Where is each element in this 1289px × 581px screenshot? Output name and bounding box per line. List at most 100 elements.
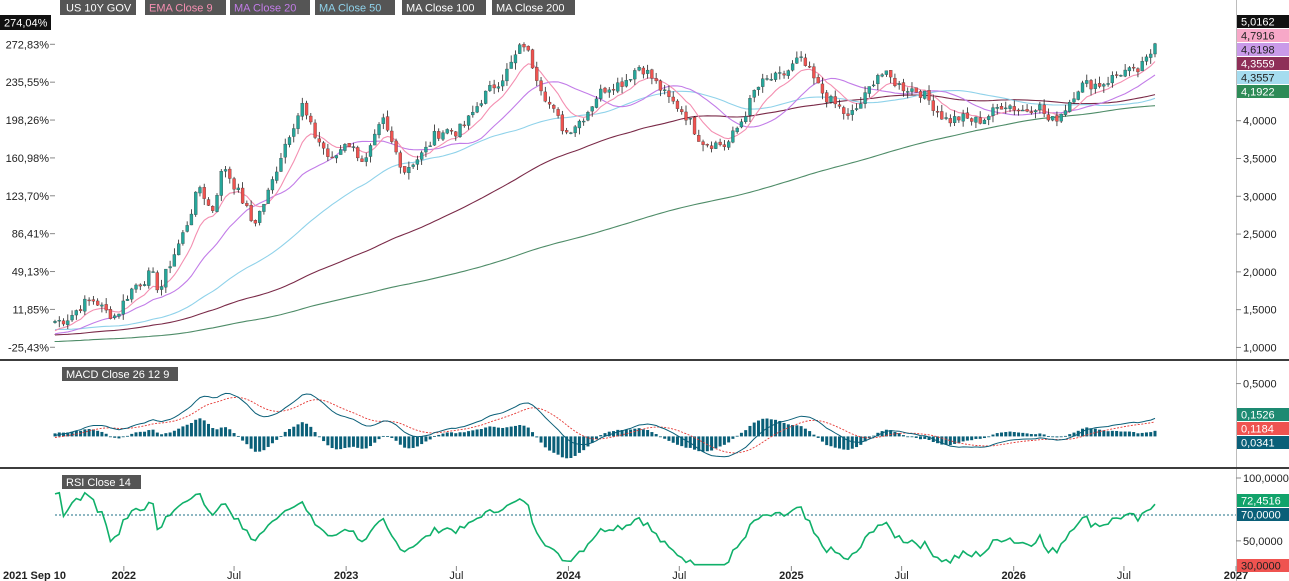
- macd-histogram-bar: [66, 432, 70, 437]
- rsi-legend-chip[interactable]: [62, 475, 141, 489]
- x-tick-label: 2027: [1224, 570, 1248, 581]
- macd-histogram-bar: [739, 432, 743, 437]
- rsi-panel[interactable]: [54, 491, 1236, 566]
- candle-body: [130, 288, 134, 300]
- panel-divider-macd-rsi[interactable]: [0, 467, 1289, 469]
- close-price-tag-label: 5,0162: [1241, 17, 1275, 29]
- macd-legend[interactable]: MACD Close 26 12 9: [62, 367, 178, 381]
- legend-chip-ma100[interactable]: [402, 0, 486, 15]
- candle-body: [906, 91, 910, 93]
- macd-histogram-bar: [100, 431, 104, 437]
- candle-body: [624, 80, 628, 87]
- macd-histogram-bar: [270, 436, 274, 444]
- macd-histogram-bar: [901, 435, 905, 437]
- price-panel[interactable]: [53, 42, 1157, 343]
- candle-body: [432, 131, 437, 146]
- candle-body: [850, 110, 854, 115]
- legend-chip-ma50[interactable]: [315, 0, 395, 15]
- macd-histogram-bar: [411, 436, 415, 448]
- macd-tick-label: 0,5000: [1243, 379, 1277, 391]
- macd-histogram-bar: [130, 433, 134, 437]
- candle-body: [530, 49, 535, 69]
- macd-histogram-bar: [1063, 435, 1067, 437]
- panel-divider-price-macd[interactable]: [0, 359, 1289, 361]
- candle-body: [974, 116, 978, 123]
- macd-histogram-bar: [403, 436, 407, 448]
- macd-histogram-bar: [752, 422, 756, 437]
- candle-body: [1029, 111, 1033, 114]
- candle-body: [1132, 66, 1136, 69]
- candle-body: [901, 82, 906, 92]
- candle-body: [1089, 80, 1093, 90]
- macd-histogram-bar: [326, 436, 330, 446]
- macd-histogram-bar: [884, 429, 888, 437]
- rsi-legend[interactable]: RSI Close 14: [62, 475, 141, 489]
- candle-body: [1136, 68, 1140, 73]
- macd-histogram-bar: [1072, 432, 1076, 437]
- macd-histogram-tag-label: 0,0341: [1241, 438, 1275, 450]
- macd-histogram-bar: [1119, 431, 1123, 437]
- macd-histogram-tag: [1237, 436, 1289, 449]
- macd-histogram-bar: [292, 426, 296, 437]
- candle-body: [330, 156, 334, 159]
- candle-body: [347, 143, 351, 147]
- macd-histogram-bar: [1081, 428, 1085, 437]
- macd-histogram-bar: [1051, 436, 1055, 438]
- candlestick-series: [53, 42, 1157, 330]
- candle-body: [564, 130, 569, 133]
- candle-body: [628, 79, 633, 81]
- macd-histogram-bar: [386, 436, 390, 437]
- macd-histogram-bar: [914, 436, 918, 438]
- macd-histogram-bar: [450, 432, 454, 437]
- macd-histogram-bar: [744, 430, 748, 437]
- candle-body: [1021, 109, 1025, 112]
- candle-body: [181, 232, 185, 244]
- candle-body: [1127, 67, 1132, 72]
- percent-current-label: 274,04%: [4, 18, 48, 30]
- macd-histogram-bar: [531, 432, 535, 437]
- candle-body: [334, 155, 339, 159]
- candle-body: [155, 272, 159, 291]
- macd-legend-chip[interactable]: [62, 367, 178, 381]
- candle-body: [786, 70, 790, 76]
- macd-histogram-bar: [701, 436, 705, 452]
- macd-panel[interactable]: [53, 392, 1157, 459]
- candle-body: [415, 159, 420, 165]
- percent-tick-label: 198,26%: [6, 115, 50, 127]
- macd-histogram-bar: [727, 436, 731, 443]
- candle-body: [889, 70, 893, 78]
- macd-histogram-bar: [735, 435, 739, 437]
- price-legend[interactable]: US 10Y GOV EMA Close 9 MA Close 20 MA Cl…: [60, 0, 575, 15]
- candle-body: [654, 78, 658, 82]
- candle-body: [304, 102, 309, 116]
- legend-chip-ma200[interactable]: [492, 0, 575, 15]
- macd-histogram-bar: [936, 436, 940, 444]
- instrument-chip[interactable]: [60, 0, 136, 15]
- rsi-series-line: [54, 491, 1156, 566]
- price-tick-label: 4,0000: [1243, 116, 1277, 128]
- macd-histogram-bar: [258, 436, 262, 452]
- macd-histogram-bar: [658, 436, 662, 438]
- macd-histogram-bar: [944, 436, 948, 445]
- macd-histogram-bar: [168, 432, 172, 437]
- candle-body: [871, 84, 876, 87]
- candle-body: [219, 171, 223, 196]
- x-tick-label: 2025: [779, 570, 803, 581]
- rsi-overbought-tag: [1237, 508, 1289, 521]
- candle-body: [748, 98, 752, 116]
- macd-histogram-bar: [104, 433, 108, 437]
- candle-body: [313, 122, 317, 138]
- legend-label-ma200: MA Close 200: [496, 3, 564, 15]
- legend-chip-ma20[interactable]: [230, 0, 310, 15]
- candle-body: [1110, 75, 1114, 84]
- macd-histogram-bar: [906, 436, 910, 438]
- rsi-y-axis: 100,0000 50,0000: [1236, 473, 1289, 548]
- macd-histogram-bar: [1046, 436, 1050, 437]
- candle-body: [842, 107, 846, 114]
- candle-body: [897, 83, 901, 85]
- candle-body: [846, 113, 850, 116]
- legend-chip-ema9[interactable]: [145, 0, 226, 15]
- candle-body: [326, 148, 330, 157]
- candle-body: [151, 271, 155, 273]
